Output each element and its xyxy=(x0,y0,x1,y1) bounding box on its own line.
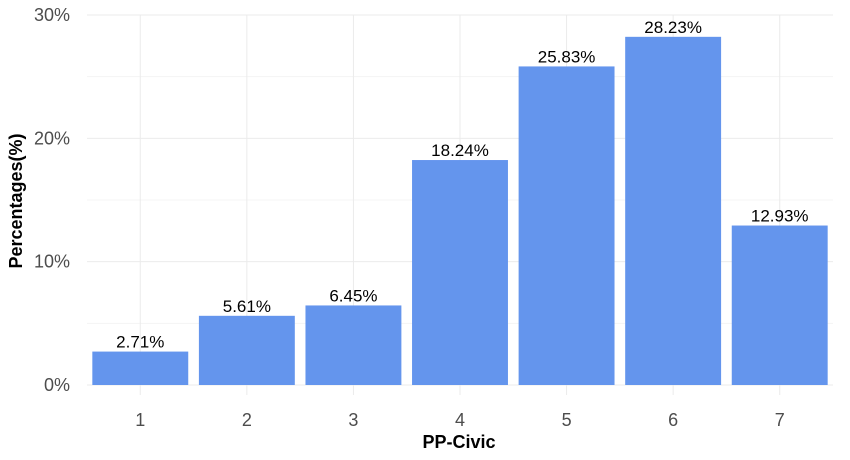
x-tick-label: 4 xyxy=(455,410,465,430)
x-tick-label: 6 xyxy=(668,410,678,430)
y-axis-title: Percentages(%) xyxy=(6,133,26,268)
bar-value-label: 12.93% xyxy=(751,207,809,226)
x-tick-label: 7 xyxy=(775,410,785,430)
y-tick-label: 20% xyxy=(34,128,70,148)
x-axis-ticks: 1 2 3 4 5 6 7 xyxy=(135,410,784,430)
y-tick-label: 30% xyxy=(34,5,70,25)
x-tick-label: 1 xyxy=(135,410,145,430)
bar xyxy=(518,66,615,386)
bar-value-label: 18.24% xyxy=(431,141,489,160)
y-tick-label: 0% xyxy=(44,375,70,395)
x-axis-title: PP-Civic xyxy=(422,432,495,452)
y-axis-ticks: 0% 10% 20% 30% xyxy=(34,5,70,395)
data-labels: 2.71% 5.61% 6.45% 18.24% 25.83% 28.23% 12.93% xyxy=(116,18,808,352)
bar xyxy=(412,160,508,385)
bar-value-label: 2.71% xyxy=(116,333,164,352)
y-tick-label: 10% xyxy=(34,252,70,272)
x-tick-label: 3 xyxy=(348,410,358,430)
bar xyxy=(625,36,722,386)
x-tick-label: 2 xyxy=(242,410,252,430)
bar-value-label: 6.45% xyxy=(329,286,377,305)
bar xyxy=(305,305,402,385)
bar xyxy=(731,225,828,385)
bar-value-label: 28.23% xyxy=(644,18,702,37)
x-tick-label: 5 xyxy=(562,410,572,430)
bars xyxy=(92,36,828,386)
bar-value-label: 5.61% xyxy=(223,297,271,316)
bar-value-label: 25.83% xyxy=(538,47,596,66)
bar xyxy=(198,315,295,385)
bar xyxy=(92,351,189,385)
